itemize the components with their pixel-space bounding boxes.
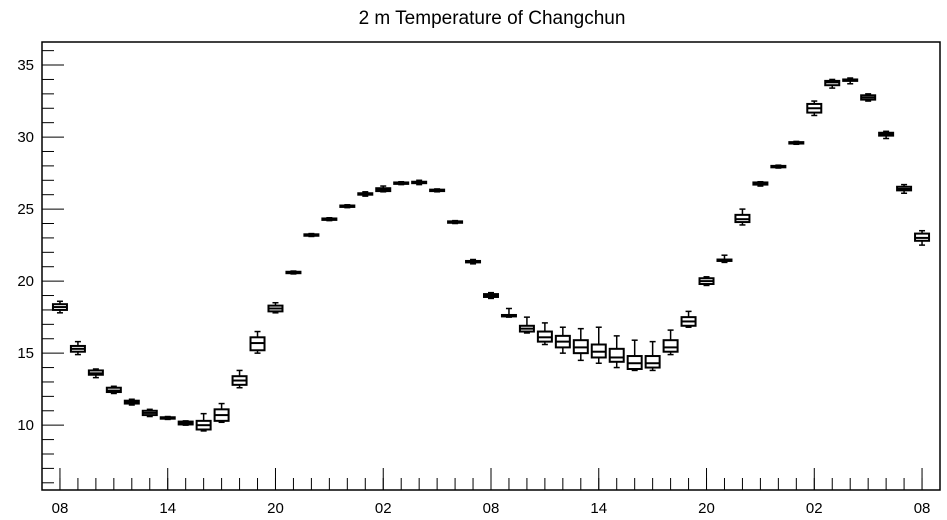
y-tick-label: 10 xyxy=(17,417,34,434)
box-mark xyxy=(195,412,212,432)
x-tick-label: 08 xyxy=(52,500,69,517)
box-mark xyxy=(860,93,877,102)
box-mark xyxy=(375,185,392,193)
box-mark xyxy=(518,316,535,334)
box-body xyxy=(662,339,679,353)
box-mark xyxy=(824,78,841,89)
plot-frame xyxy=(41,41,941,491)
box-mark xyxy=(554,326,571,354)
box-mark xyxy=(339,204,356,209)
x-tick-label: 20 xyxy=(698,500,715,517)
box-mark xyxy=(249,330,266,354)
box-mark xyxy=(806,100,823,117)
axis-ticks: 10 15 20 25 30 35 08 14 20 02 08 14 20 02 08 xyxy=(17,50,931,517)
box-mark xyxy=(447,219,464,225)
box-mark xyxy=(429,188,446,193)
x-tick-label: 14 xyxy=(159,500,176,517)
box-mark xyxy=(267,301,284,314)
box-mark xyxy=(177,420,194,426)
box-mark xyxy=(878,130,895,140)
box-mark xyxy=(357,191,374,197)
box-body xyxy=(644,355,661,369)
x-tick-label: 02 xyxy=(806,500,823,517)
y-tick-label: 35 xyxy=(17,57,34,74)
box-mark xyxy=(213,402,230,424)
box-mark xyxy=(608,335,625,369)
x-tick-label: 20 xyxy=(267,500,284,517)
x-tick-label: 08 xyxy=(483,500,500,517)
box-mark xyxy=(680,310,697,328)
box-mark xyxy=(842,77,859,85)
box-body xyxy=(608,347,625,363)
box-mark xyxy=(644,340,661,372)
box-mark xyxy=(896,183,913,195)
box-mark xyxy=(914,229,931,246)
box-mark xyxy=(465,258,482,265)
box-mark xyxy=(87,368,104,379)
box-mark xyxy=(303,232,320,238)
x-tick-label: 14 xyxy=(590,500,607,517)
box-mark xyxy=(770,164,787,169)
box-mark xyxy=(590,326,607,364)
box-mark xyxy=(393,180,410,186)
y-tick-label: 25 xyxy=(17,201,34,218)
box-mark xyxy=(105,385,122,395)
x-tick-label: 08 xyxy=(914,500,931,517)
box-mark xyxy=(572,327,589,362)
box-mark xyxy=(483,291,499,300)
x-tick-label: 02 xyxy=(375,500,392,517)
box-mark xyxy=(321,216,338,222)
box-mark xyxy=(662,329,679,356)
box-mark xyxy=(500,307,517,318)
box-mark xyxy=(69,340,86,356)
box-mark xyxy=(285,270,302,275)
box-mark xyxy=(698,276,715,287)
y-tick-label: 15 xyxy=(17,345,34,362)
box-mark xyxy=(734,208,751,226)
box-mark xyxy=(411,179,428,186)
box-mark xyxy=(231,369,248,389)
box-mark xyxy=(141,408,158,418)
box-mark xyxy=(788,140,805,146)
box-mark xyxy=(626,339,643,372)
box-mark xyxy=(51,300,68,314)
y-tick-label: 20 xyxy=(17,273,34,290)
box-mark xyxy=(752,180,769,187)
box-series xyxy=(51,77,931,432)
box-mark xyxy=(159,415,176,421)
box-mark xyxy=(716,254,733,264)
y-tick-label: 30 xyxy=(17,129,34,146)
box-mark xyxy=(536,322,553,346)
box-mark xyxy=(123,398,140,406)
chart-title: 2 m Temperature of Changchun xyxy=(359,8,626,29)
